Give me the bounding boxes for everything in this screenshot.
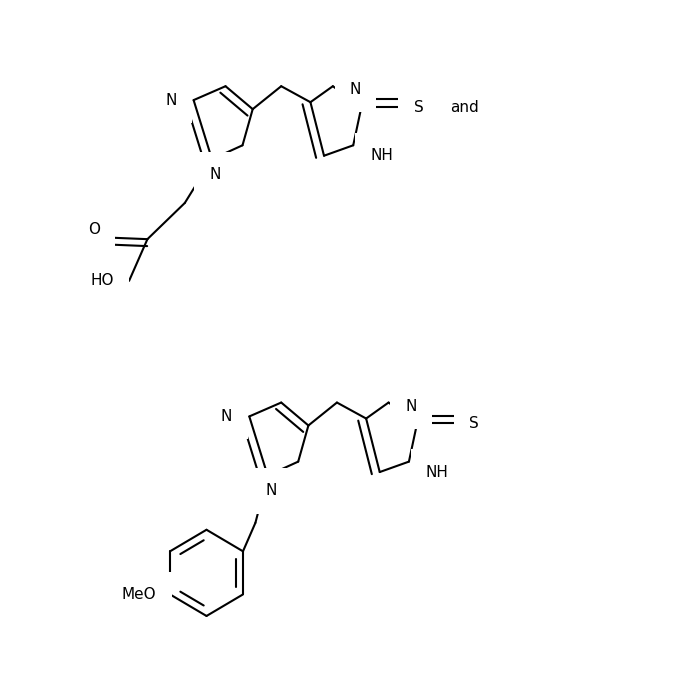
Text: N: N [221,409,233,424]
Text: N: N [406,399,417,413]
Text: NH: NH [370,148,393,163]
Text: S: S [469,416,479,431]
Text: and: and [449,100,479,114]
Text: N: N [350,82,361,97]
Text: H: H [406,389,416,403]
Text: N: N [165,93,177,107]
Text: S: S [414,100,424,114]
Text: N: N [265,483,277,498]
Text: O: O [88,222,100,237]
Text: H: H [350,73,360,87]
Text: N: N [209,167,221,182]
Text: NH: NH [426,465,449,480]
Text: MeO: MeO [122,587,156,602]
Text: HO: HO [91,274,114,288]
